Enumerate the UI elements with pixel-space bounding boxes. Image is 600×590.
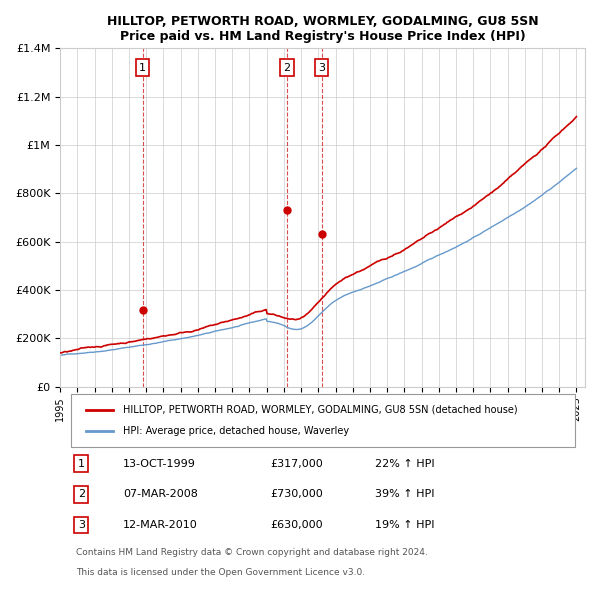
Text: £630,000: £630,000 [270,520,323,530]
Text: 19% ↑ HPI: 19% ↑ HPI [375,520,434,530]
Text: 1: 1 [139,63,146,73]
Text: 3: 3 [78,520,85,530]
Text: 22% ↑ HPI: 22% ↑ HPI [375,458,435,468]
Text: 2: 2 [77,489,85,499]
Text: £317,000: £317,000 [270,458,323,468]
Text: HPI: Average price, detached house, Waverley: HPI: Average price, detached house, Wave… [123,427,349,437]
Text: This data is licensed under the Open Government Licence v3.0.: This data is licensed under the Open Gov… [76,568,365,577]
Text: 12-MAR-2010: 12-MAR-2010 [123,520,198,530]
Text: 13-OCT-1999: 13-OCT-1999 [123,458,196,468]
Text: 07-MAR-2008: 07-MAR-2008 [123,489,198,499]
FancyBboxPatch shape [71,394,575,447]
Title: HILLTOP, PETWORTH ROAD, WORMLEY, GODALMING, GU8 5SN
Price paid vs. HM Land Regis: HILLTOP, PETWORTH ROAD, WORMLEY, GODALMI… [107,15,538,43]
Text: 3: 3 [318,63,325,73]
Text: £730,000: £730,000 [270,489,323,499]
Text: HILLTOP, PETWORTH ROAD, WORMLEY, GODALMING, GU8 5SN (detached house): HILLTOP, PETWORTH ROAD, WORMLEY, GODALMI… [123,405,518,415]
Text: 2: 2 [283,63,290,73]
Text: Contains HM Land Registry data © Crown copyright and database right 2024.: Contains HM Land Registry data © Crown c… [76,548,428,557]
Text: 1: 1 [78,458,85,468]
Text: 39% ↑ HPI: 39% ↑ HPI [375,489,434,499]
